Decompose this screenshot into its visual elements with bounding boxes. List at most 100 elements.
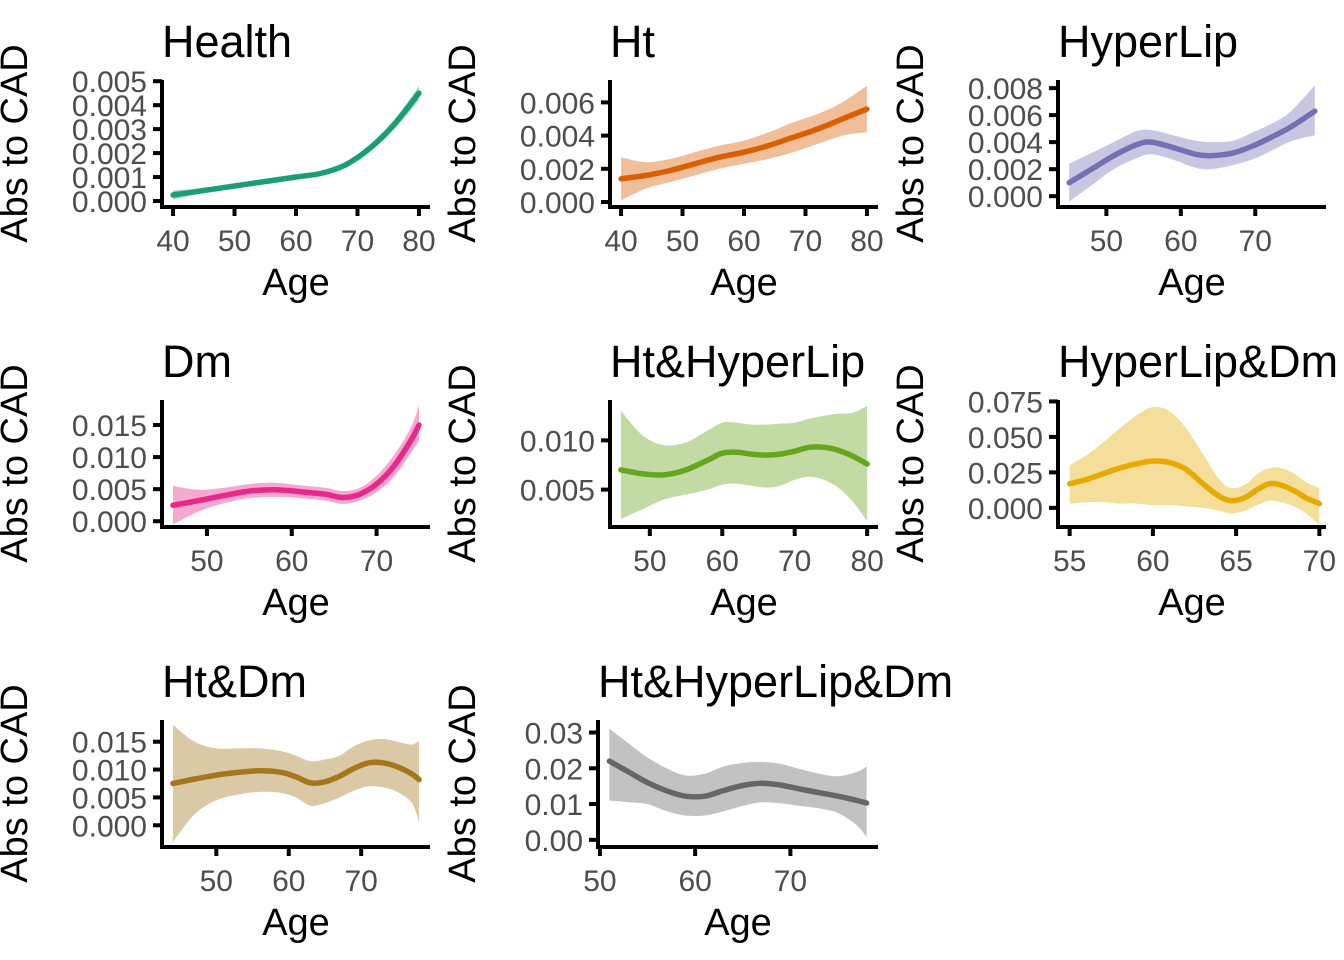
panel-ht-and-dm: Ht&Dm Abs to CAD Age 0.000 0.005 0.010 0.015 50… [0,640,448,960]
y-tick-label: 0.00 [525,825,583,858]
y-tick-label: 0.000 [72,506,147,539]
x-tick-label: 70 [789,225,822,258]
y-axis-title: Abs to CAD [442,684,484,883]
y-tick-label: 0.005 [72,782,147,815]
x-tick-label: 50 [1090,225,1123,258]
chart-svg: Ht&HyperLip Abs to CAD Age 0.005 0.010 50 60 70… [442,336,884,624]
x-tick-label: 60 [727,225,760,258]
y-axis-title: Abs to CAD [0,684,36,883]
y-tick-label: 0.002 [520,154,595,187]
x-tick-label: 50 [218,225,251,258]
confidence-ribbon [1069,85,1315,202]
y-tick-label: 0.050 [968,422,1043,455]
x-tick-label: 70 [341,225,374,258]
y-tick-label: 0.075 [968,386,1043,419]
panel-title: HyperLip [1058,16,1238,67]
panel-hyperlip: HyperLip Abs to CAD Age 0.000 0.002 0.004 0.00… [890,0,1344,320]
y-axis-title: Abs to CAD [890,364,932,563]
panel-title: Ht [610,16,655,67]
smooth-line [170,759,422,787]
x-tick-label: 50 [190,545,223,578]
x-tick-label: 60 [275,545,308,578]
y-tick-label: 0.010 [72,442,147,475]
x-axis-title: Age [1158,582,1226,624]
x-tick-label: 60 [279,225,312,258]
confidence-ribbon [173,86,419,200]
x-tick-label: 50 [633,545,666,578]
panel-title: Ht&HyperLip [610,336,865,387]
chart-svg: Health Abs to CAD Age 0.0000.0010.0020.0030… [0,16,436,304]
y-tick-label: 0.010 [72,755,147,788]
confidence-ribbon [172,725,420,842]
chart-svg: HyperLip&Dm Abs to CAD Age 0.0000.0250.0500… [890,336,1338,624]
y-tick-label: 0.005 [520,475,595,508]
x-axis-title: Age [1158,262,1226,304]
x-axis-title: Age [710,582,778,624]
confidence-ribbon [621,85,867,201]
y-tick-label: 0.025 [968,457,1043,490]
smooth-line [170,90,422,198]
y-tick-label: 0.03 [525,718,583,751]
smooth-line [606,758,870,806]
x-tick-label: 70 [360,545,393,578]
panel-health: Health Abs to CAD Age 0.000 0.001 0.002 0.003 0… [0,0,448,320]
smooth-line [1066,458,1323,507]
x-axis-title: Age [262,902,330,944]
y-tick-label: 0.015 [72,410,147,443]
x-axis-title: Age [704,902,772,944]
y-axis-title: Abs to CAD [0,44,36,243]
y-tick-label: 0.002 [72,138,147,171]
chart-svg: Ht&HyperLip&Dm Abs to CAD Age 0.000.010.020… [442,656,953,944]
x-tick-label: 70 [774,865,807,898]
y-tick-label: 0.008 [968,73,1043,106]
y-tick-label: 0.015 [72,727,147,760]
y-tick-label: 0.004 [72,90,147,123]
panel-ht-and-hyperlip-and-dm: Ht&HyperLip&Dm Abs to CAD Age 0.00 0.01 0.02 0… [442,640,953,960]
panel-title: HyperLip&Dm [1058,336,1338,387]
x-tick-label: 80 [850,545,883,578]
x-tick-label: 70 [345,865,378,898]
y-tick-label: 0.001 [72,162,147,195]
y-tick-label: 0.003 [72,114,147,147]
smooth-line [618,444,870,478]
x-tick-label: 70 [1303,545,1336,578]
x-tick-label: 40 [604,225,637,258]
y-tick-label: 0.000 [72,810,147,843]
x-tick-label: 60 [1136,545,1169,578]
y-tick-label: 0.006 [520,87,595,120]
x-tick-label: 60 [1164,225,1197,258]
smooth-line [170,422,422,508]
smooth-line [1066,108,1318,186]
x-axis-title: Age [262,262,330,304]
smooth-line [618,106,870,182]
y-tick-label: 0.000 [968,181,1043,214]
x-tick-label: 70 [778,545,811,578]
confidence-ribbon [173,405,419,525]
y-axis-title: Abs to CAD [442,44,484,243]
x-axis-title: Age [262,582,330,624]
confidence-ribbon [620,405,868,522]
panel-title: Health [162,16,292,67]
panel-hyperlip-and-dm: HyperLip&Dm Abs to CAD Age 0.000 0.025 0.050 0… [890,320,1344,640]
x-tick-label: 70 [1239,225,1272,258]
panel-ht: Ht Abs to CAD Age 0.000 0.002 0.004 0.006 40 50 6… [442,0,896,320]
y-tick-label: 0.006 [968,100,1043,133]
y-tick-label: 0.004 [520,121,595,154]
confidence-ribbon [609,728,867,837]
y-tick-label: 0.01 [525,789,583,822]
y-tick-label: 0.000 [72,186,147,219]
x-tick-label: 65 [1219,545,1252,578]
y-axis-title: Abs to CAD [890,44,932,243]
y-axis-title: Abs to CAD [442,364,484,563]
x-tick-label: 50 [200,865,233,898]
y-tick-label: 0.004 [968,127,1043,160]
y-tick-label: 0.000 [520,187,595,220]
x-axis-title: Age [710,262,778,304]
y-tick-label: 0.02 [525,753,583,786]
x-tick-label: 60 [272,865,305,898]
